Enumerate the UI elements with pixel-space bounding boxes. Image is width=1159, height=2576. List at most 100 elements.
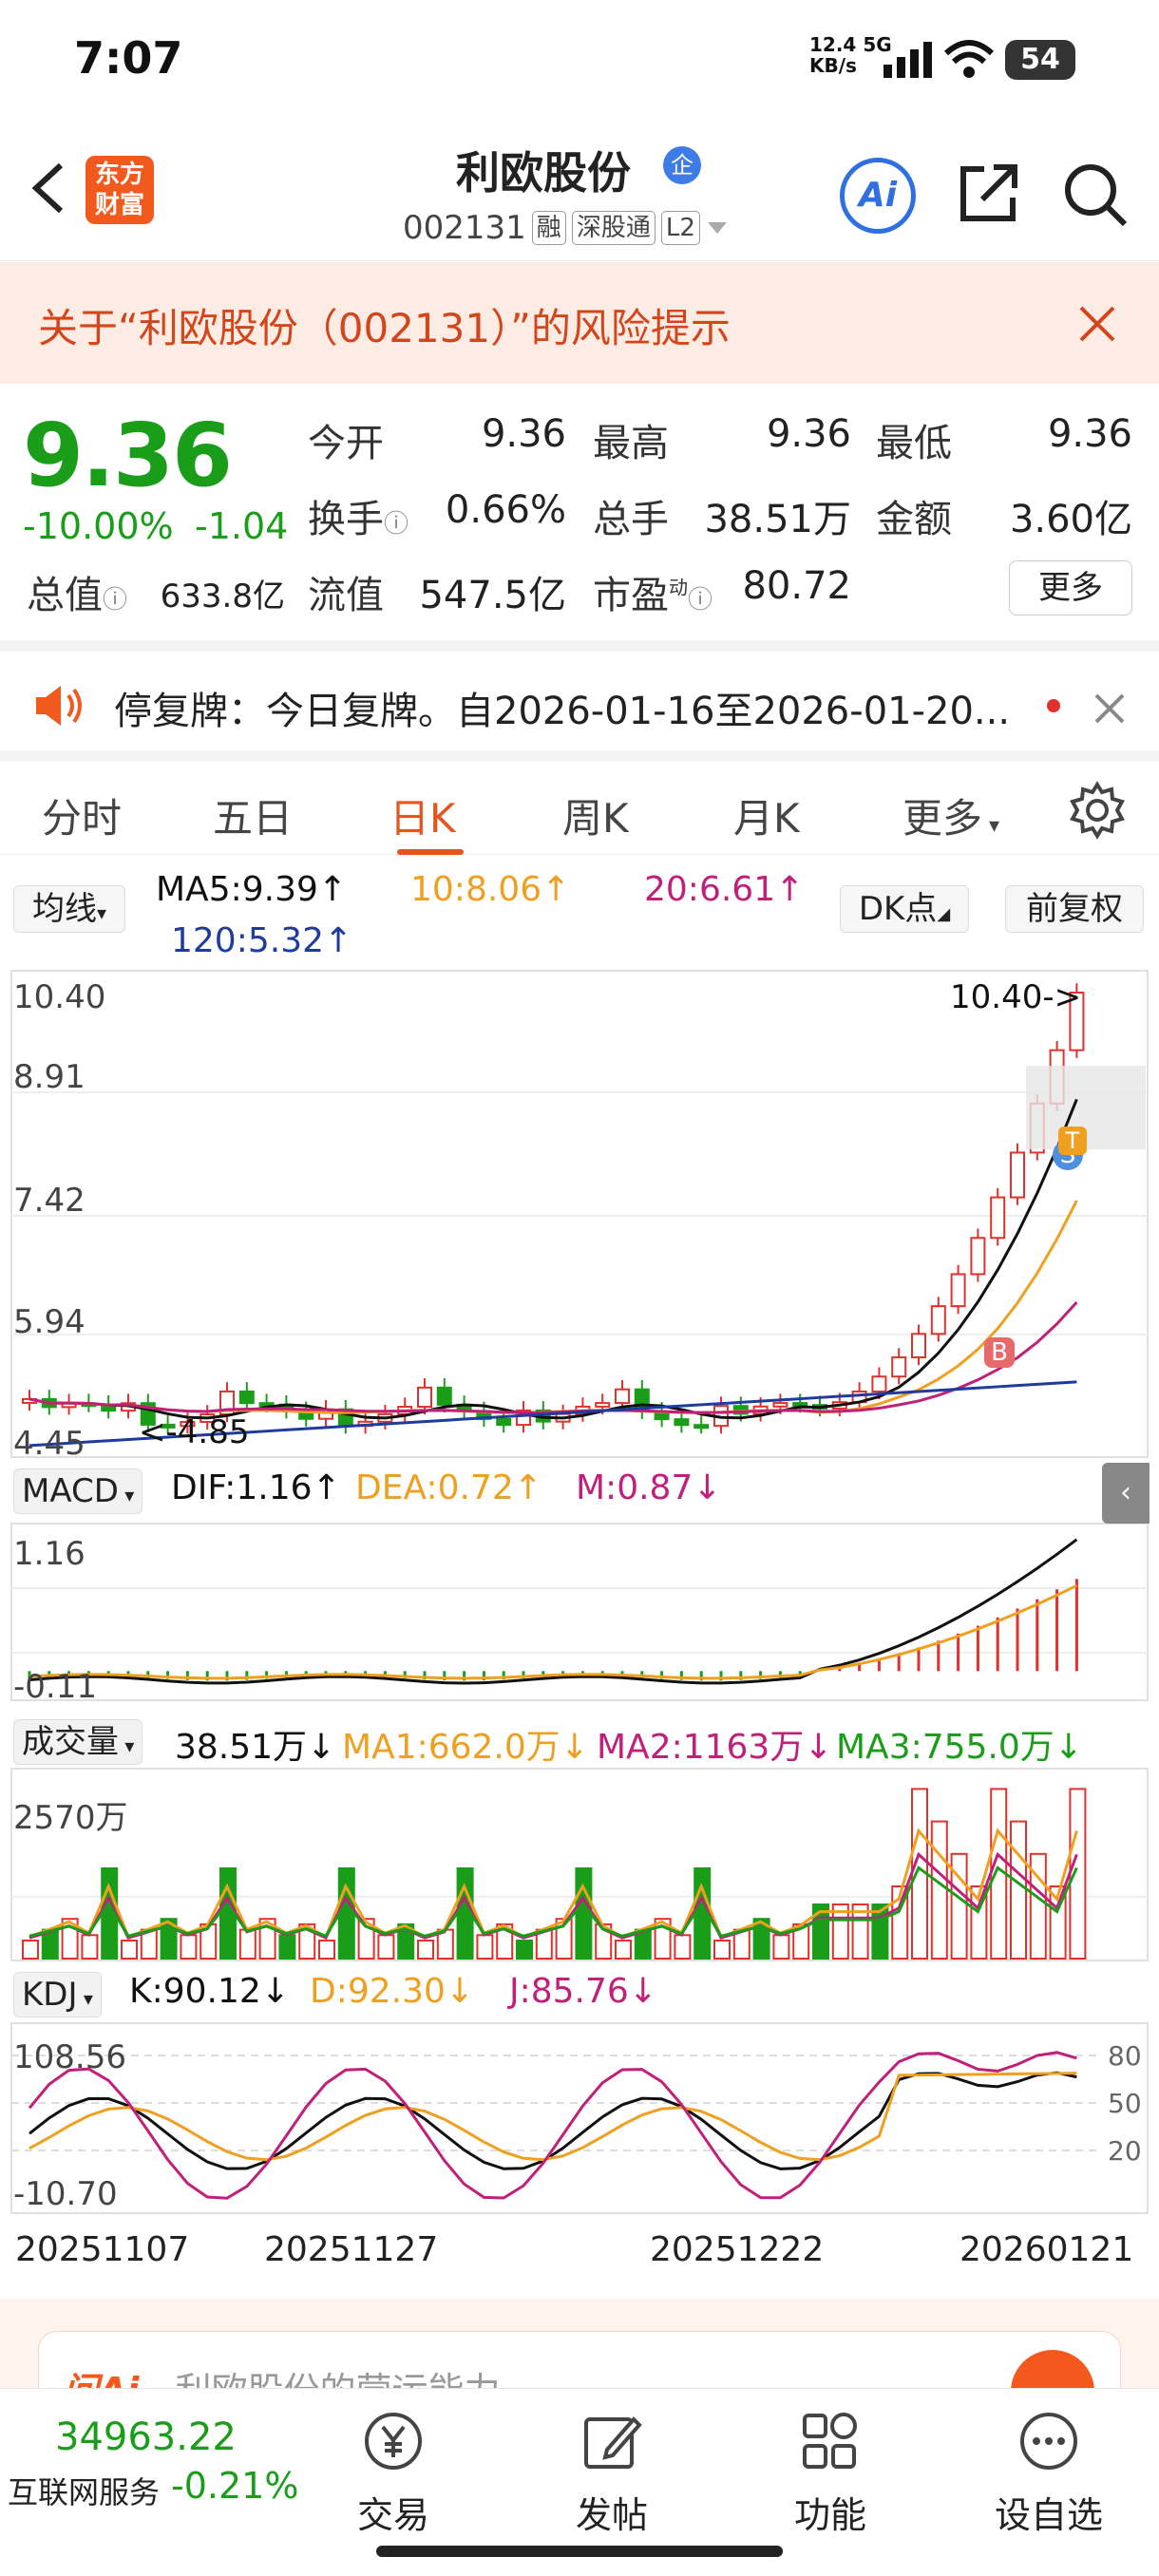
tab-more[interactable]: 更多 ▾ bbox=[902, 795, 1000, 842]
kdj-d-line bbox=[28, 2072, 1077, 2162]
candlestick-chart[interactable] bbox=[0, 969, 1159, 2318]
ma-lines bbox=[28, 1098, 1078, 1448]
kdj-selector[interactable]: KDJ ▾ bbox=[13, 1972, 102, 2017]
volume-bar bbox=[476, 1934, 494, 1960]
candle-body bbox=[772, 1402, 788, 1408]
risk-warning-banner[interactable]: 关于“利欧股份（002131）”的风险提示 bbox=[0, 262, 1159, 384]
stock-name[interactable]: 利欧股份 bbox=[456, 147, 631, 199]
stock-code-line[interactable]: 002131 融 深股通 L2 bbox=[403, 209, 729, 247]
back-arrow-icon[interactable] bbox=[25, 160, 72, 217]
net-speed: 12.4 5G KB/s bbox=[809, 33, 892, 77]
ai-button[interactable]: Ai bbox=[840, 158, 916, 234]
candle-body bbox=[160, 1423, 176, 1429]
date-label: 20251222 bbox=[650, 2230, 825, 2269]
trade-button[interactable]: 交易 bbox=[327, 2398, 460, 2536]
ma10-value: 10:8.06↑ bbox=[410, 870, 571, 909]
index-name[interactable]: 互联网服务 bbox=[8, 2474, 161, 2510]
kdj-ref-50: 50 bbox=[1108, 2088, 1142, 2119]
kdj-top: 108.56 bbox=[13, 2038, 126, 2076]
price-axis-label: 4.45 bbox=[13, 1425, 86, 1463]
tab-monthly-k[interactable]: 月K bbox=[733, 795, 800, 842]
pe-label: 市盈动ⓘ bbox=[593, 574, 713, 617]
notice-text[interactable]: 停复牌：今日复牌。自2026-01-16至2026-01-20... bbox=[114, 690, 1011, 733]
index-change: -0.21% bbox=[171, 2465, 299, 2507]
volume-bar bbox=[674, 1934, 692, 1960]
period-tabs: 分时 五日 日K 周K 月K 更多 ▾ bbox=[0, 750, 1159, 855]
volume-label: 总手 bbox=[593, 498, 669, 541]
candle-body bbox=[595, 1402, 611, 1408]
open-value: 9.36 bbox=[481, 412, 566, 456]
stock-header: 东方 财富 利欧股份 企 002131 融 深股通 L2 Ai bbox=[0, 114, 1159, 261]
close-icon[interactable] bbox=[1091, 690, 1129, 728]
tab-five-day[interactable]: 五日 bbox=[213, 795, 294, 842]
gear-icon[interactable] bbox=[1068, 781, 1127, 840]
trade-marker[interactable]: T bbox=[1058, 1127, 1087, 1155]
panel-frame bbox=[10, 1523, 1149, 1701]
ma10-line bbox=[28, 1200, 1078, 1414]
app-logo: 东方 财富 bbox=[86, 156, 154, 224]
edit-icon bbox=[584, 2416, 642, 2469]
search-icon[interactable] bbox=[1062, 161, 1129, 228]
kdj-j: J:85.76↓ bbox=[509, 1972, 657, 2011]
amount-label: 金额 bbox=[876, 498, 952, 541]
candle-body bbox=[436, 1386, 452, 1406]
volume-selector[interactable]: 成交量 ▾ bbox=[13, 1719, 143, 1765]
volume-panel bbox=[22, 1788, 1087, 1960]
low-annotation: <-4.85 bbox=[139, 1413, 250, 1451]
risk-warning-text[interactable]: 关于“利欧股份（002131）”的风险提示 bbox=[38, 305, 731, 351]
post-button[interactable]: 发帖 bbox=[545, 2398, 678, 2536]
bottom-bar: 34963.22 互联网服务 -0.21% 交易 发帖 功能 设自选 bbox=[0, 2388, 1159, 2576]
last-price: 9.36 bbox=[23, 405, 233, 506]
grid-icon bbox=[803, 2413, 857, 2469]
ma20-value: 20:6.61↑ bbox=[644, 870, 805, 909]
tab-weekly-k[interactable]: 周K bbox=[562, 795, 629, 842]
panel-frame bbox=[10, 2022, 1149, 2214]
kdj-panel bbox=[28, 2051, 1077, 2200]
ma120-line bbox=[28, 1380, 1077, 1448]
suspension-notice[interactable]: 停复牌：今日复牌。自2026-01-16至2026-01-20... bbox=[0, 640, 1159, 750]
candle-body bbox=[930, 1305, 946, 1335]
candle-body bbox=[1010, 1151, 1025, 1199]
functions-button[interactable]: 功能 bbox=[764, 2398, 897, 2536]
pe-value: 80.72 bbox=[742, 564, 851, 608]
share-icon[interactable] bbox=[956, 160, 1022, 226]
dea-line bbox=[28, 1583, 1078, 1680]
high-value: 9.36 bbox=[766, 412, 851, 456]
open-label: 今开 bbox=[308, 422, 384, 465]
kdj-k-line bbox=[28, 2071, 1077, 2170]
float-label: 流值 bbox=[308, 574, 384, 617]
collapse-tab[interactable]: ‹ bbox=[1102, 1463, 1150, 1524]
price-axis-label: 10.40 bbox=[13, 978, 106, 1016]
more-quote-button[interactable]: 更多 bbox=[1009, 560, 1132, 616]
index-value[interactable]: 34963.22 bbox=[55, 2415, 237, 2459]
panel-frame bbox=[10, 1768, 1149, 1961]
candle-body bbox=[871, 1375, 887, 1392]
low-label: 最低 bbox=[876, 422, 952, 465]
candle-body bbox=[970, 1237, 986, 1276]
kdj-k: K:90.12↓ bbox=[129, 1972, 290, 2011]
candle-body bbox=[891, 1356, 907, 1378]
candle-body bbox=[496, 1417, 512, 1427]
volume-bar bbox=[615, 1940, 632, 1960]
candle-body bbox=[238, 1390, 255, 1405]
float-value: 547.5亿 bbox=[419, 574, 566, 617]
dk-point-button[interactable]: DK点◢ bbox=[840, 885, 969, 933]
home-indicator[interactable] bbox=[376, 2546, 783, 2557]
buy-marker[interactable]: B bbox=[984, 1337, 1015, 1368]
macd-selector[interactable]: MACD ▾ bbox=[13, 1468, 143, 1514]
adjust-button[interactable]: 前复权 bbox=[1005, 885, 1144, 933]
tab-intraday[interactable]: 分时 bbox=[42, 795, 123, 842]
high-annotation: 10.40-> bbox=[950, 978, 1082, 1016]
macd-m: M:0.87↓ bbox=[576, 1468, 722, 1507]
tab-daily-k[interactable]: 日K bbox=[390, 795, 456, 842]
candle-body bbox=[615, 1388, 630, 1405]
active-tab-indicator bbox=[397, 849, 464, 855]
turnover-label: 换手ⓘ bbox=[308, 498, 409, 541]
volume-bar bbox=[417, 1940, 434, 1960]
add-watchlist-button[interactable]: 设自选 bbox=[982, 2398, 1115, 2536]
ai-banner[interactable]: 问Ai 利欧股份的营运能力 bbox=[0, 2299, 1159, 2434]
close-icon[interactable] bbox=[1074, 294, 1121, 351]
mcap-value: 633.8亿 bbox=[160, 578, 285, 616]
low-value: 9.36 bbox=[1047, 412, 1132, 456]
ma-selector[interactable]: 均线▾ bbox=[13, 885, 125, 933]
